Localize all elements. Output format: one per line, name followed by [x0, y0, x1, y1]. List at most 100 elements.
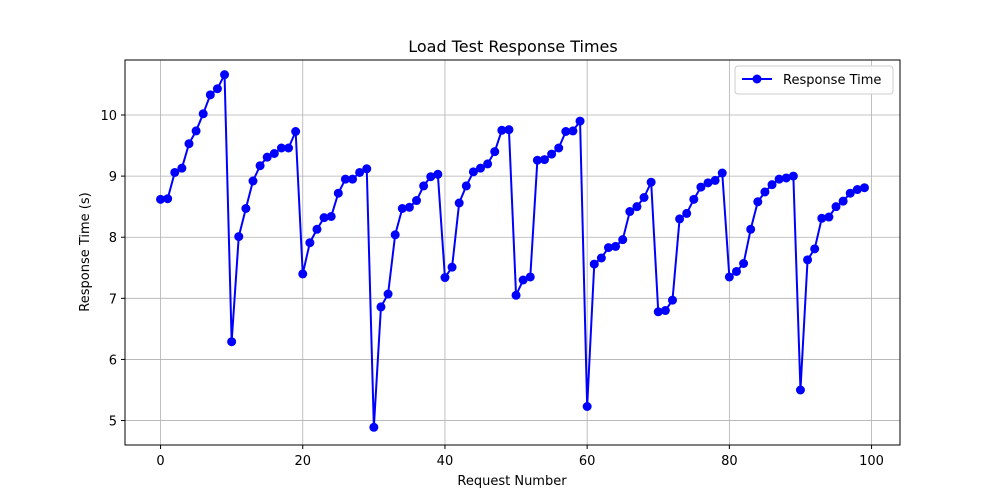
data-point — [554, 143, 564, 153]
legend: Response Time — [734, 65, 894, 95]
data-point — [603, 243, 613, 253]
legend-marker-swatch — [752, 74, 762, 84]
plot-area-frame — [124, 59, 901, 446]
data-point — [568, 126, 578, 136]
data-point — [291, 127, 301, 136]
data-point — [497, 125, 507, 135]
data-point — [689, 194, 699, 204]
data-point — [212, 84, 222, 94]
data-point — [625, 207, 635, 217]
data-point — [539, 155, 549, 165]
data-point — [419, 181, 429, 191]
data-point — [561, 127, 571, 136]
data-point — [810, 244, 820, 254]
x-tick-label: 20 — [294, 454, 311, 469]
data-point — [404, 202, 414, 212]
data-point — [362, 164, 372, 174]
x-axis-label: Request Number — [457, 474, 567, 489]
data-point — [227, 337, 237, 347]
data-point — [845, 188, 855, 198]
data-point — [838, 196, 848, 206]
data-point — [170, 167, 180, 177]
data-point — [660, 306, 670, 316]
data-point — [198, 109, 208, 119]
data-point — [781, 173, 791, 183]
data-point — [639, 193, 649, 202]
data-point — [710, 175, 720, 185]
legend-box — [734, 65, 894, 95]
x-tick-label: 80 — [721, 454, 738, 469]
data-point — [412, 196, 422, 206]
x-tick-label: 100 — [859, 454, 884, 469]
data-point — [831, 202, 841, 212]
data-point — [824, 212, 834, 222]
data-point — [390, 230, 400, 240]
y-tick-label: 8 — [109, 231, 117, 246]
data-point — [376, 302, 386, 312]
chart-title: Load Test Response Times — [408, 37, 617, 56]
data-point — [490, 147, 500, 157]
legend-label: Response Time — [783, 73, 881, 88]
data-point — [852, 185, 862, 195]
data-point — [667, 295, 677, 305]
data-point — [589, 259, 599, 269]
data-point — [618, 235, 628, 245]
data-point — [632, 202, 642, 212]
data-point — [575, 116, 585, 126]
data-point — [731, 266, 741, 276]
data-point — [326, 211, 336, 221]
data-point — [803, 255, 813, 265]
data-point — [269, 149, 279, 158]
data-point — [348, 174, 358, 184]
y-axis-label: Response Time (s) — [78, 192, 93, 311]
data-point — [682, 208, 692, 218]
data-point — [504, 125, 514, 135]
y-tick-label: 7 — [109, 292, 117, 307]
series-layer — [156, 70, 869, 432]
data-point — [476, 163, 486, 173]
data-point — [760, 187, 770, 197]
data-point — [340, 174, 350, 184]
y-tick-label: 9 — [109, 170, 117, 185]
data-point — [468, 167, 478, 177]
data-point — [369, 422, 379, 432]
data-point — [355, 167, 365, 177]
data-point — [426, 172, 436, 182]
data-point — [511, 290, 521, 300]
data-point — [163, 194, 173, 204]
data-point — [248, 176, 258, 186]
data-point — [483, 159, 493, 169]
data-point — [518, 275, 528, 285]
data-point — [319, 213, 329, 223]
data-point — [220, 70, 230, 80]
data-point — [795, 385, 805, 395]
grid-lines — [125, 60, 900, 445]
data-point — [433, 169, 443, 179]
data-point — [724, 272, 734, 282]
data-point — [582, 402, 592, 411]
data-point — [547, 149, 557, 159]
data-point — [461, 181, 471, 191]
data-point — [177, 163, 187, 173]
data-point — [312, 224, 322, 234]
data-point — [333, 188, 343, 198]
data-point — [305, 238, 315, 248]
y-tick-label: 10 — [100, 109, 117, 124]
data-point — [675, 214, 685, 224]
y-axis: 5 6 7 8 9 10 — [100, 109, 125, 430]
data-point — [717, 168, 727, 178]
data-point — [532, 155, 542, 165]
data-point — [653, 307, 663, 317]
x-tick-label: 0 — [156, 454, 164, 469]
data-point — [241, 204, 251, 213]
data-point — [817, 213, 827, 223]
data-point — [454, 198, 464, 208]
data-point — [205, 90, 215, 100]
data-point — [767, 180, 777, 190]
x-tick-label: 40 — [437, 454, 454, 469]
data-point — [397, 204, 407, 213]
data-point — [276, 143, 286, 153]
data-point — [262, 152, 272, 162]
data-point — [696, 182, 706, 192]
